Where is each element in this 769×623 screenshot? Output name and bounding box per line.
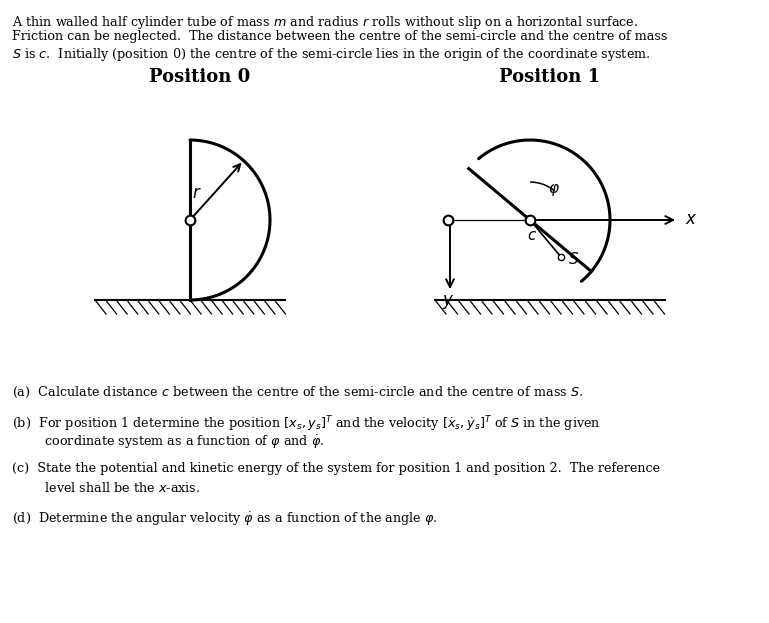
Text: $S$ is $c$.  Initially (position 0) the centre of the semi-circle lies in the or: $S$ is $c$. Initially (position 0) the c… (12, 46, 651, 63)
Text: (a)  Calculate distance $c$ between the centre of the semi-circle and the centre: (a) Calculate distance $c$ between the c… (12, 385, 583, 400)
Text: Position 0: Position 0 (149, 68, 251, 86)
Text: $\varphi$: $\varphi$ (548, 182, 560, 198)
Text: level shall be the $x$-axis.: level shall be the $x$-axis. (12, 481, 200, 495)
Text: Friction can be neglected.  The distance between the centre of the semi-circle a: Friction can be neglected. The distance … (12, 30, 667, 43)
Text: A thin walled half cylinder tube of mass $m$ and radius $r$ rolls without slip o: A thin walled half cylinder tube of mass… (12, 14, 638, 31)
Text: (b)  For position 1 determine the position $[x_s, y_s]^T$ and the velocity $[\do: (b) For position 1 determine the positio… (12, 414, 601, 434)
Text: $x$: $x$ (685, 211, 697, 229)
Text: $y$: $y$ (442, 293, 454, 311)
Text: Position 1: Position 1 (499, 68, 601, 86)
Text: $S$: $S$ (568, 251, 579, 267)
Text: $c$: $c$ (527, 229, 537, 242)
Text: (d)  Determine the angular velocity $\dot{\varphi}$ as a function of the angle $: (d) Determine the angular velocity $\dot… (12, 510, 438, 528)
Text: $r$: $r$ (191, 184, 201, 201)
Text: (c)  State the potential and kinetic energy of the system for position 1 and pos: (c) State the potential and kinetic ener… (12, 462, 660, 475)
Text: coordinate system as a function of $\varphi$ and $\dot{\varphi}$.: coordinate system as a function of $\var… (12, 433, 325, 450)
